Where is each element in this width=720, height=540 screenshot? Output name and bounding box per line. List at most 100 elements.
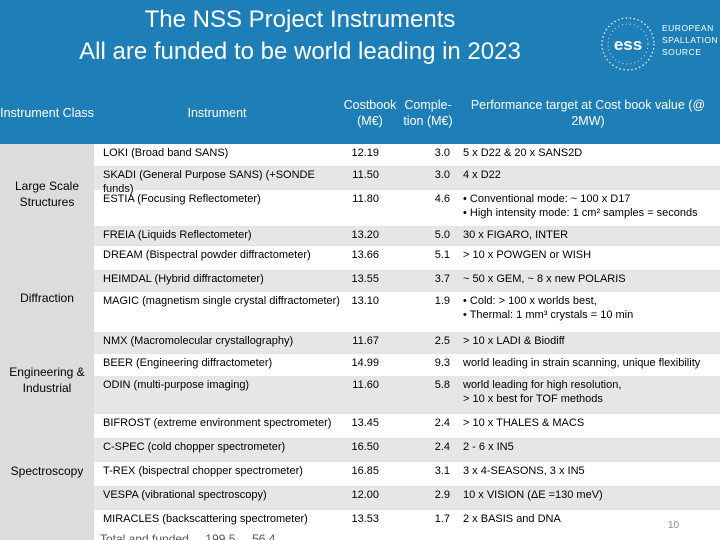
performance-target: 3 x 4-SEASONS, 3 x IN5	[463, 464, 718, 478]
performance-line-1: > 10 x LADI & Biodiff	[463, 335, 565, 347]
header-completion: Comple-tion (M€)	[400, 82, 456, 144]
table-row: VESPA (vibrational spectroscopy) 12.00 2.9…	[94, 486, 720, 510]
completion-value: 3.0	[434, 147, 450, 159]
header-cost-label: Costbook (M€)	[343, 98, 397, 128]
instrument-name: BIFROST (extreme environment spectromete…	[103, 417, 332, 429]
table-row: BIFROST (extreme environment spectromete…	[94, 414, 720, 438]
costbook-value: 16.50	[351, 441, 379, 453]
performance-target: • Cold: > 100 x worlds best, • Thermal: 1…	[463, 294, 718, 322]
instrument-name: ESTIA (Focusing Reflectometer)	[103, 193, 261, 205]
costbook-value: 11.50	[352, 169, 379, 181]
ess-logo-icon: ess	[601, 17, 655, 71]
instrument-name: DREAM (Bispectral powder diffractometer)	[103, 249, 311, 261]
completion-value: 3.0	[434, 169, 450, 181]
performance-line-1: 10 x VISION (ΔE =130 meV)	[463, 489, 603, 501]
costbook-value: 12.19	[351, 147, 379, 159]
costbook-value: 11.60	[352, 379, 379, 391]
costbook-value: 11.67	[352, 335, 379, 347]
performance-target: 30 x FIGARO, INTER	[463, 228, 718, 242]
page-number: 10	[668, 520, 680, 531]
logo-wordmark: EUROPEAN SPALLATION SOURCE	[662, 22, 718, 58]
instrument-name: BEER (Engineering diffractometer)	[103, 357, 273, 369]
performance-target: 2 - 6 x IN5	[463, 440, 718, 454]
instrument-name: HEIMDAL (Hybrid diffractometer)	[103, 273, 264, 285]
performance-line-1: > 10 x THALES & MACS	[463, 417, 585, 429]
instrument-name: T-REX (bispectral chopper spectrometer)	[103, 465, 303, 477]
table-row: ODIN (multi-purpose imaging) 11.60 5.8 worl…	[94, 376, 720, 414]
performance-line-1: • Cold: > 100 x worlds best,	[463, 295, 597, 307]
instrument-name: SKADI (General Purpose SANS) (+SONDE fun…	[103, 169, 315, 195]
class-large-scale: Large Scale Structures	[14, 179, 80, 209]
header-cost: Costbook (M€)	[340, 82, 400, 144]
table-row: C-SPEC (cold chopper spectrometer) 16.50 2…	[94, 438, 720, 462]
title-banner	[0, 0, 720, 82]
header-completion-label: Comple-tion (M€)	[403, 98, 453, 128]
completion-value: 2.4	[434, 441, 450, 453]
performance-target: world leading for high resolution, > 10 x…	[463, 378, 718, 406]
slide-title: The NSS Project Instruments All are fund…	[0, 4, 600, 68]
completion-value: 5.8	[434, 379, 450, 391]
performance-line-2: • Thermal: 1 mm³ crystals = 10 min	[463, 309, 634, 321]
completion-value: 2.5	[434, 335, 450, 347]
costbook-value: 11.80	[352, 193, 379, 205]
performance-line-1: > 10 x POWGEN or WISH	[463, 249, 592, 261]
performance-target: 2 x BASIS and DNA	[463, 512, 718, 526]
performance-line-1: world leading in strain scanning, unique…	[463, 357, 701, 369]
costbook-value: 13.53	[351, 513, 379, 525]
performance-target: 5 x D22 & 20 x SANS2D	[463, 146, 718, 160]
costbook-value: 13.55	[351, 273, 379, 285]
table-row: T-REX (bispectral chopper spectrometer) 1…	[94, 462, 720, 486]
performance-line-1: 2 - 6 x IN5	[463, 441, 514, 453]
costbook-value: 14.99	[351, 357, 379, 369]
performance-target: > 10 x LADI & Biodiff	[463, 334, 718, 348]
performance-line-1: world leading for high resolution,	[463, 379, 622, 391]
performance-line-1: ~ 50 x GEM, ~ 8 x new POLARIS	[463, 273, 626, 285]
performance-target: > 10 x THALES & MACS	[463, 416, 718, 430]
costbook-value: 13.20	[351, 229, 379, 241]
header-instrument: Instrument	[94, 82, 340, 144]
table-row: BEER (Engineering diffractometer) 14.99 9.…	[94, 354, 720, 376]
footer-row-cutoff: Total and funded ... 199.5 ... 56.4	[100, 532, 276, 540]
header-performance-label: Performance target at Cost book value (@…	[470, 98, 706, 128]
class-diffraction: Diffraction	[20, 291, 74, 305]
header-class: Instrument Class	[0, 82, 94, 144]
header-class-label: Instrument Class	[0, 106, 94, 120]
instrument-name: MIRACLES (backscattering spectrometer)	[103, 513, 308, 525]
logo-line-2: SPALLATION	[662, 35, 719, 45]
completion-value: 1.7	[434, 513, 450, 525]
header-performance: Performance target at Cost book value (@…	[456, 82, 720, 144]
class-spectroscopy: Spectroscopy	[10, 464, 84, 478]
instrument-name: LOKI (Broad band SANS)	[103, 147, 229, 159]
instrument-name: FREIA (Liquids Reflectometer)	[103, 229, 252, 241]
costbook-value: 13.10	[351, 295, 379, 307]
performance-target: 10 x VISION (ΔE =130 meV)	[463, 488, 718, 502]
title-line-1: The NSS Project Instruments	[144, 6, 456, 33]
table-row: MIRACLES (backscattering spectrometer) 13…	[94, 510, 720, 536]
costbook-value: 13.45	[351, 417, 379, 429]
completion-value: 5.1	[434, 249, 450, 261]
completion-value: 2.9	[434, 489, 450, 501]
table-row: ESTIA (Focusing Reflectometer) 11.80 4.6 • …	[94, 190, 720, 226]
table-row: FREIA (Liquids Reflectometer) 13.20 5.0 30 …	[94, 226, 720, 246]
table-row: SKADI (General Purpose SANS) (+SONDE fun…	[94, 166, 720, 195]
performance-line-1: • Conventional mode: ~ 100 x D17	[463, 193, 631, 205]
performance-line-1: 5 x D22 & 20 x SANS2D	[463, 147, 583, 159]
completion-value: 3.7	[434, 273, 450, 285]
logo-line-1: EUROPEAN	[662, 23, 714, 33]
performance-line-1: 4 x D22	[463, 169, 501, 181]
instrument-name: ODIN (multi-purpose imaging)	[103, 379, 250, 391]
instrument-name: C-SPEC (cold chopper spectrometer)	[103, 441, 286, 453]
logo-line-3: SOURCE	[662, 47, 702, 57]
completion-value: 9.3	[434, 357, 450, 369]
performance-line-2: • High intensity mode: 1 cm² samples = s…	[463, 207, 698, 219]
completion-value: 4.6	[434, 193, 450, 205]
table-row: LOKI (Broad band SANS) 12.19 3.0 5 x D22 & …	[94, 144, 720, 166]
class-column	[0, 144, 94, 540]
completion-value: 5.0	[434, 229, 450, 241]
performance-target: • Conventional mode: ~ 100 x D17 • High i…	[463, 192, 718, 220]
table-row: DREAM (Bispectral powder diffractometer)…	[94, 246, 720, 270]
performance-line-1: 3 x 4-SEASONS, 3 x IN5	[463, 465, 585, 477]
table-row: NMX (Macromolecular crystallography) 11.6…	[94, 332, 720, 354]
instrument-name: VESPA (vibrational spectroscopy)	[103, 489, 267, 501]
logo-mark-text: ess	[614, 35, 642, 54]
